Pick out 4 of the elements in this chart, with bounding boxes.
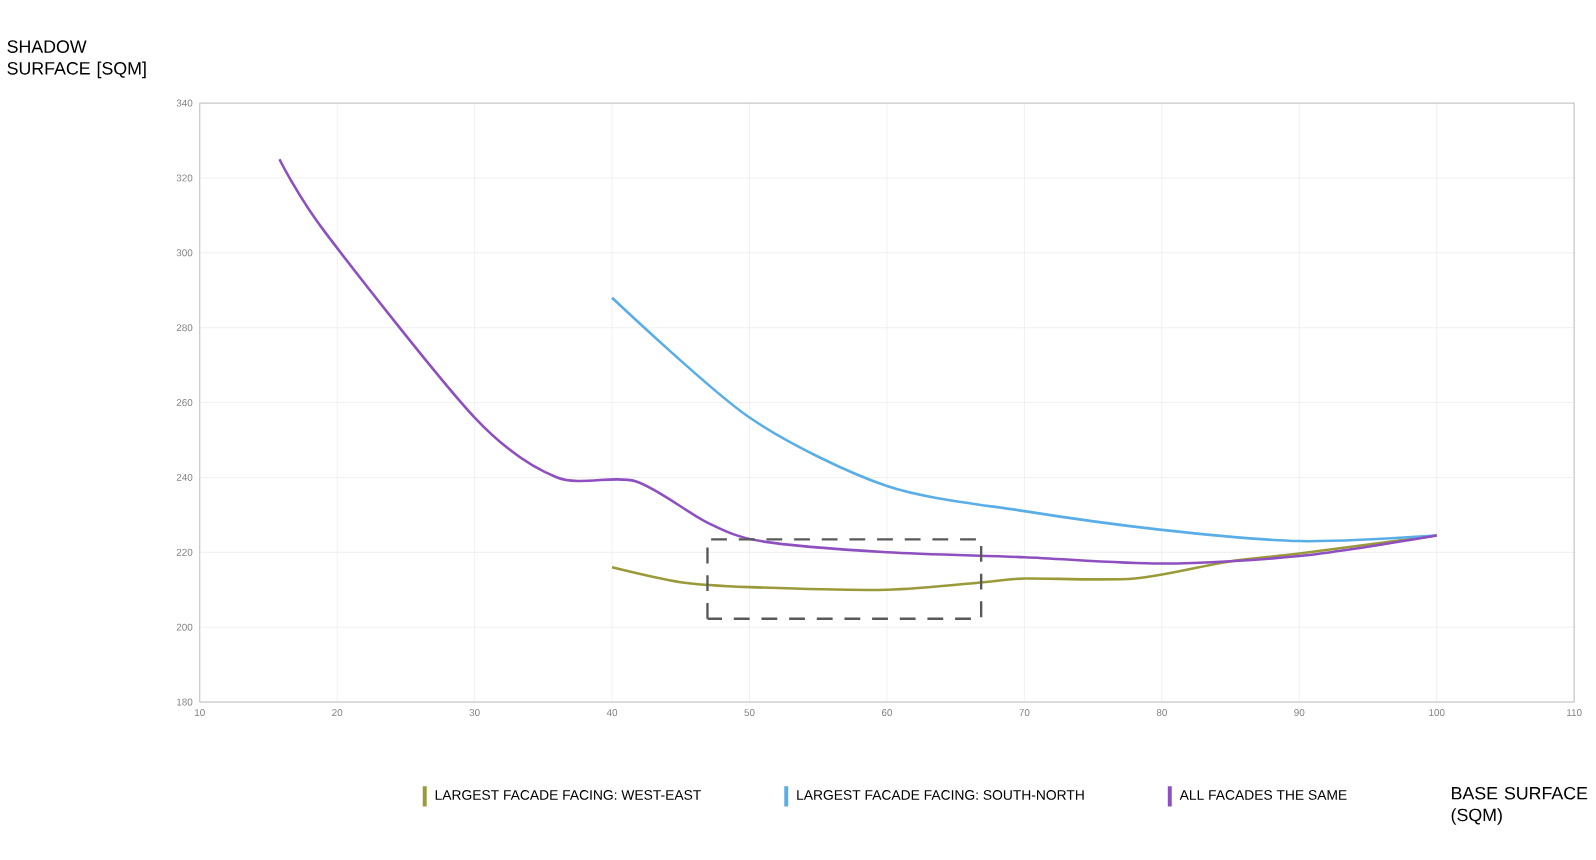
line-series	[610, 296, 1439, 543]
y-axis-title: SHADOW SURFACE [SQM]	[7, 39, 146, 78]
line-series	[278, 157, 1439, 565]
x-axis-title: BASE SURFACE (SQM)	[1451, 786, 1588, 825]
